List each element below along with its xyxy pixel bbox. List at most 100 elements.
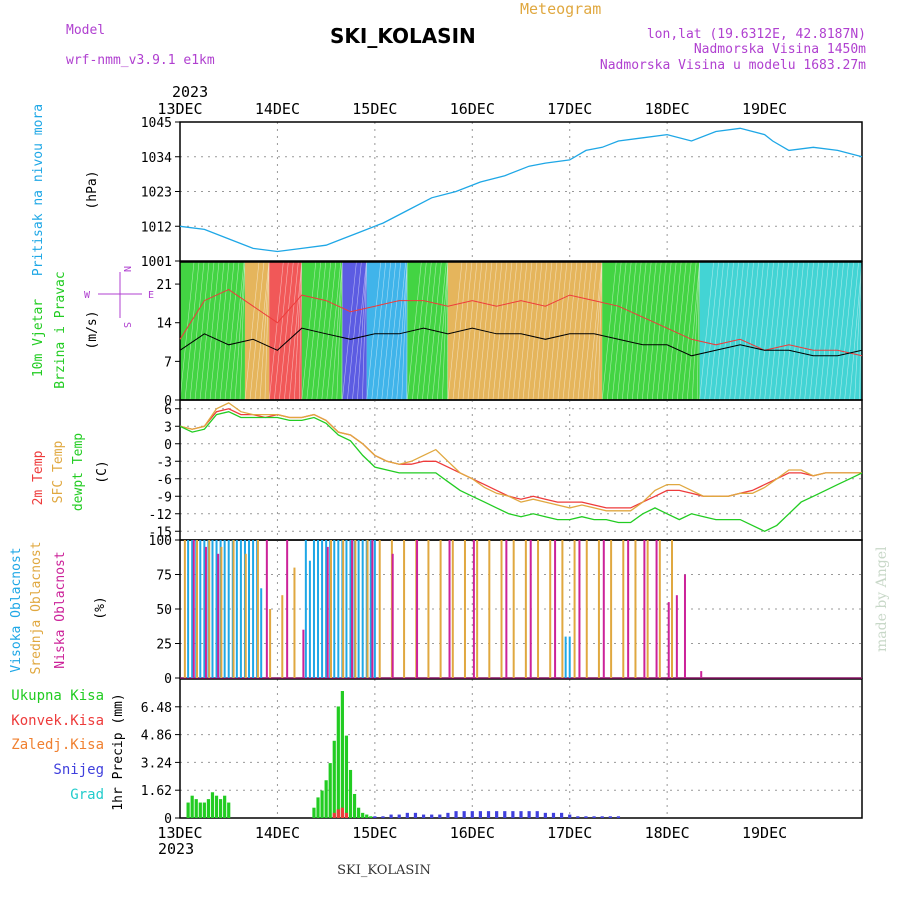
cloud-bar [627,540,630,678]
precip-bar [454,811,458,818]
precip-bar [357,807,361,818]
cloud-bar [351,540,354,678]
cloud-bar [488,540,491,678]
wind-barb [626,261,642,401]
elevation-label: Nadmorska Visina 1450m [694,42,866,57]
precip-bar [405,812,409,818]
pressure-line [179,127,863,253]
precip-bar [438,814,442,818]
cloud-bar [208,540,211,678]
temp-unit: (C) [95,460,110,483]
wind-barb [264,261,270,401]
wind-barb [301,261,317,401]
wind-barb [472,261,488,401]
cloud-bar [371,540,374,678]
cloud-mid-label: Srednja Oblacnost [29,541,44,674]
day-label-top: 16DEC [450,100,495,118]
y-tick-label: 50 [156,603,172,618]
wind-barb [341,261,343,401]
wind-barb [244,261,260,401]
day-label-top: 19DEC [742,100,787,118]
wind-barb [552,261,568,401]
wind-barb [457,261,473,401]
precip-bar [328,763,332,818]
compass-s: S [121,322,132,328]
wind-barb [437,261,449,401]
precip-bar [462,811,466,818]
cloud-bar [476,540,479,678]
y-tick-label: 0 [164,394,172,409]
y-tick-label: 4.86 [141,729,172,744]
precip-bar [511,811,515,818]
pressure-ylabel: Pritisak na nivou mora (hPa) [31,104,100,276]
wind-barb [442,261,449,401]
wind-barb [259,261,270,401]
cloud-bar [500,540,503,678]
cloud-bar [235,540,238,678]
precip-bar [348,769,353,818]
model-elevation-label: Nadmorska Visina u modelu 1683.27m [600,58,866,73]
wind-barb [229,261,245,401]
wind-barb [239,261,246,401]
precip-bar [470,811,474,818]
precip-bar [210,792,215,818]
wind-barb [336,261,343,401]
precip-bar [361,812,365,818]
cloud-bar [269,609,272,678]
wind-barb [582,261,598,401]
legend-frozen: Zaledj.Kisa [11,737,104,753]
year-bottom: 2023 [158,840,194,858]
wind-barb [189,261,205,401]
wind-barb [829,261,844,401]
precip-bar [616,816,621,818]
cloud-bar [308,560,311,678]
y-tick-label: 1034 [141,151,172,166]
wind-barb [447,261,463,401]
year-top: 2023 [172,83,208,101]
wind-barb [562,261,578,401]
precip-bar [194,799,198,818]
wind-barb [407,261,422,401]
wind-barb [199,261,215,401]
day-label-top: 13DEC [157,100,202,118]
wind-barb [321,261,337,401]
cloud-bar [561,540,564,678]
wind-barb [517,261,533,401]
precip-bar [389,814,393,818]
precip-bar [227,802,231,818]
pressure-label: Pritisak na nivou mora [31,104,46,276]
wind-barb [422,261,437,401]
wind-barb [311,261,327,401]
wind-barb [572,261,588,401]
wind-barb [587,261,603,401]
chart-title: SKI_KOLASIN [330,24,476,48]
wind-barb [512,261,528,401]
cloud-bar [321,540,324,678]
wind-barb [432,261,447,401]
wind-barb [381,261,397,401]
wind-barb [224,261,240,401]
precip-bar [576,816,580,818]
wind-barb [331,261,343,401]
wind-barb [396,261,408,401]
wind-barb [636,261,652,401]
cloud-bar [573,540,576,678]
wind-barb [299,261,303,401]
y-tick-label: 1.62 [141,784,172,799]
cloud-bar [302,629,305,678]
precip-bar [600,816,604,818]
wind-barb [699,261,714,401]
cloud-bar [578,540,581,678]
wind-barb [254,261,270,401]
wind-barb [234,261,246,401]
precip-ylabel: 1hr Precip (mm) [111,693,126,810]
wind-barb [447,261,449,401]
precip-bar [344,735,349,818]
cloud-bar [622,540,625,678]
cloud-bar [349,540,352,678]
wind-barb [194,261,210,401]
wind-barb [557,261,573,401]
y-tick-label: 1045 [141,116,172,131]
precip-bar [527,811,531,818]
precip-bar [381,816,385,818]
